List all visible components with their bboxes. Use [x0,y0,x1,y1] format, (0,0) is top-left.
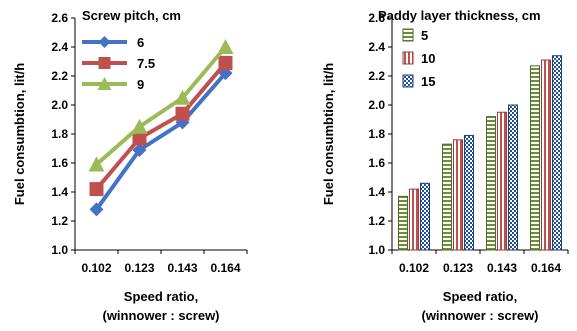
legend-marker-6 [98,36,111,48]
x-axis-title-line2: (winnower : screw) [102,308,219,323]
data-point-6 [132,142,147,157]
legend-label-15: 15 [421,74,435,89]
data-point-7.5 [89,182,104,197]
data-point-7.5 [218,55,233,70]
legend-label-7.5: 7.5 [137,56,155,71]
y-tick-label: 2.6 [51,11,68,25]
legend-title: Screw pitch, cm [82,8,181,23]
series-line-9 [95,45,228,166]
y-tick-label: 1.8 [368,127,385,141]
x-axis-title: Speed ratio, [443,289,517,304]
x-tick-label: 0.164 [210,261,240,275]
legend-title: Paddy layer thickness, cm [378,8,541,23]
bar-5-0.143 [486,116,496,251]
data-point-9 [131,118,148,134]
y-tick-label: 2.0 [368,98,385,112]
x-tick-label: 0.123 [443,261,473,275]
data-point-9 [88,156,105,172]
y-tick-label: 2.2 [51,69,68,83]
bar-5-0.164 [530,65,540,251]
x-tick-label: 0.102 [399,261,429,275]
bar-5-0.102 [398,195,408,251]
line-chart-screw-pitch: 1.0 1.2 1.4 1.6 1.8 2.0 2.2 2.4 2.6 0.102 0.123 0.1… [12,8,248,323]
bar-10-0.143 [497,111,507,251]
y-tick-label: 1.0 [368,243,385,257]
y-axis-title: Fuel consumbtion, lit/h [12,63,27,205]
x-tick-label: 0.102 [81,261,111,275]
data-point-7.5 [132,131,147,146]
legend-label-5: 5 [421,28,428,43]
y-tick-label: 1.6 [51,156,68,170]
bar-10-0.123 [453,139,463,251]
y-tick-label: 1.2 [51,214,68,228]
legend-label-6: 6 [137,35,144,50]
data-point-9 [174,89,191,105]
y-tick-label: 2.6 [368,11,385,25]
y-tick-label: 2.0 [51,98,68,112]
y-axis-title: Fuel consumbtion, lit/h [321,63,336,205]
x-axis-title-line2: (winnower : screw) [421,308,538,323]
series-line-7.5 [94,61,228,191]
y-tick-label: 1.0 [51,243,68,257]
bar-chart-paddy-layer: 1.0 1.2 1.4 1.6 1.8 2.0 2.2 2.4 2.6 0.102 0.123 0.1… [321,8,569,323]
data-point-9 [217,39,234,54]
bar-15-0.143 [508,104,518,251]
legend-swatch-10 [402,51,414,65]
legend-marker-9 [97,77,112,90]
y-tick-label: 2.4 [51,40,68,54]
data-point-7.5 [175,106,190,121]
y-tick-label: 1.8 [51,127,68,141]
bar-15-0.164 [552,55,562,251]
legend-label-9: 9 [137,77,144,92]
bar-10-0.164 [541,59,551,251]
y-tick-label: 1.4 [51,185,68,199]
x-tick-label: 0.143 [167,261,197,275]
bar-15-0.123 [464,134,474,251]
x-tick-label: 0.164 [531,261,561,275]
legend-swatch-15 [402,74,414,88]
y-tick-label: 1.6 [368,156,385,170]
y-tick-label: 1.4 [368,185,385,199]
x-axis-title: Speed ratio, [124,289,198,304]
x-tick-label: 0.143 [487,261,517,275]
bar-15-0.102 [420,182,430,251]
y-tick-label: 2.4 [368,40,385,54]
legend-marker-7.5 [98,57,111,69]
legend-label-10: 10 [421,51,435,66]
bar-5-0.123 [442,143,452,251]
x-tick-label: 0.123 [124,261,154,275]
y-tick-label: 2.2 [368,69,385,83]
legend-swatch-5 [402,28,414,42]
y-tick-label: 1.2 [368,214,385,228]
bar-10-0.102 [409,188,419,251]
data-point-6 [89,202,104,217]
series-line-6 [94,71,228,211]
